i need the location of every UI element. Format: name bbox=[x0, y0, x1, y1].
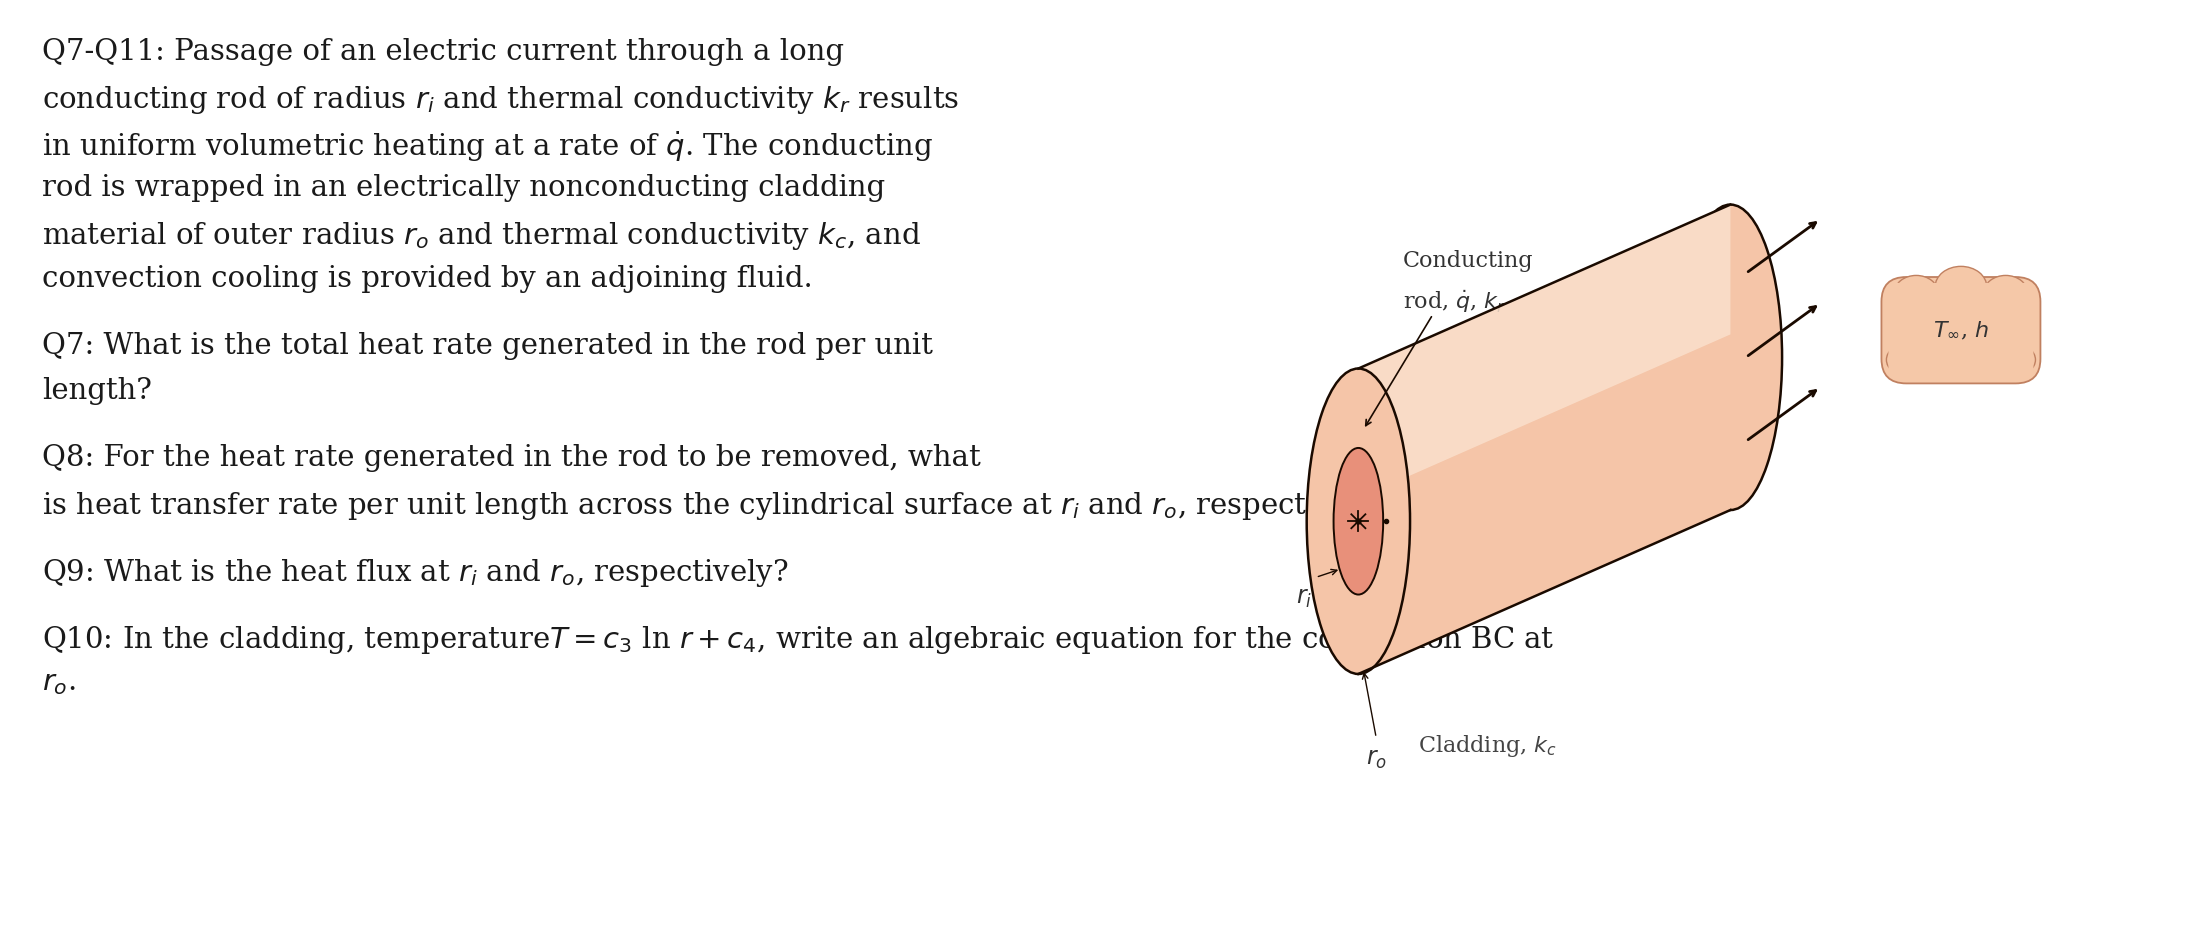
Text: rod is wrapped in an electrically nonconducting cladding: rod is wrapped in an electrically noncon… bbox=[42, 174, 885, 203]
Ellipse shape bbox=[1995, 344, 2035, 376]
Text: $r_o$: $r_o$ bbox=[1365, 748, 1387, 771]
Ellipse shape bbox=[1936, 267, 1986, 307]
Text: Q7: What is the total heat rate generated in the rod per unit: Q7: What is the total heat rate generate… bbox=[42, 333, 934, 360]
Text: Cladding, $k_c$: Cladding, $k_c$ bbox=[1418, 733, 1557, 759]
Text: convection cooling is provided by an adjoining fluid.: convection cooling is provided by an adj… bbox=[42, 265, 813, 293]
Text: conducting rod of radius $r_i$ and thermal conductivity $k_r$ results: conducting rod of radius $r_i$ and therm… bbox=[42, 84, 958, 116]
Polygon shape bbox=[1359, 204, 1731, 674]
Ellipse shape bbox=[1678, 204, 1781, 510]
Text: length?: length? bbox=[42, 378, 152, 405]
Ellipse shape bbox=[1306, 368, 1409, 674]
Text: Q8: For the heat rate generated in the rod to be removed, what: Q8: For the heat rate generated in the r… bbox=[42, 445, 980, 472]
Ellipse shape bbox=[1887, 344, 1927, 376]
Text: $T_{\infty}$, $h$: $T_{\infty}$, $h$ bbox=[1933, 319, 1988, 341]
Text: material of outer radius $r_o$ and thermal conductivity $k_c$, and: material of outer radius $r_o$ and therm… bbox=[42, 219, 920, 252]
Text: Q9: What is the heat flux at $r_i$ and $r_o$, respectively?: Q9: What is the heat flux at $r_i$ and $… bbox=[42, 557, 788, 589]
Text: Q10: In the cladding, temperature$T = c_3$ ln $r + c_4$, write an algebraic equa: Q10: In the cladding, temperature$T = c_… bbox=[42, 624, 1555, 656]
Ellipse shape bbox=[1334, 448, 1383, 594]
Text: $r_i$: $r_i$ bbox=[1297, 587, 1312, 610]
FancyBboxPatch shape bbox=[1881, 277, 2041, 383]
Polygon shape bbox=[1359, 204, 1731, 498]
Text: $r_o$.: $r_o$. bbox=[42, 669, 75, 697]
Ellipse shape bbox=[1894, 275, 1938, 310]
Text: is heat transfer rate per unit length across the cylindrical surface at $r_i$ an: is heat transfer rate per unit length ac… bbox=[42, 490, 1389, 522]
Text: rod, $\dot{q}$, $k_r$: rod, $\dot{q}$, $k_r$ bbox=[1403, 287, 1506, 315]
Text: in uniform volumetric heating at a rate of $\dot{q}$. The conducting: in uniform volumetric heating at a rate … bbox=[42, 129, 934, 164]
Text: Conducting: Conducting bbox=[1403, 251, 1533, 272]
Text: Q7-Q11: Passage of an electric current through a long: Q7-Q11: Passage of an electric current t… bbox=[42, 39, 843, 67]
Ellipse shape bbox=[1984, 275, 2028, 310]
FancyBboxPatch shape bbox=[1889, 283, 2032, 378]
